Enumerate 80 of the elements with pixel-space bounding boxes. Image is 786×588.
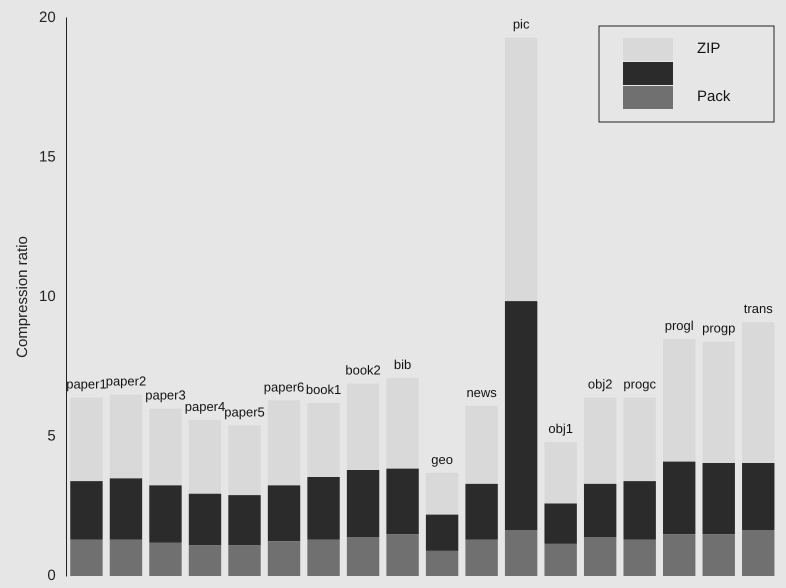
bar bbox=[504, 301, 538, 530]
bar bbox=[110, 540, 142, 576]
y-tick-label: 20 bbox=[38, 9, 56, 26]
bar bbox=[742, 322, 774, 464]
bar bbox=[465, 406, 498, 484]
x-tick-label: paper6 bbox=[264, 379, 304, 394]
bar bbox=[307, 403, 340, 477]
bar bbox=[465, 484, 498, 540]
bar bbox=[584, 397, 616, 484]
x-tick-label: book2 bbox=[345, 362, 381, 378]
x-tick-label: paper2 bbox=[106, 374, 146, 389]
bar bbox=[623, 397, 656, 482]
bar bbox=[110, 394, 142, 478]
bar bbox=[584, 484, 616, 537]
x-tick-label: trans bbox=[744, 301, 774, 316]
y-tick-label: 10 bbox=[38, 288, 56, 306]
bar bbox=[188, 494, 222, 546]
bar bbox=[149, 542, 182, 576]
x-tick-label: bib bbox=[394, 356, 412, 372]
x-tick-label: progp bbox=[702, 320, 736, 336]
bar bbox=[188, 420, 222, 494]
bar bbox=[544, 503, 577, 544]
x-tick-label: pic bbox=[512, 16, 530, 32]
bar bbox=[663, 534, 696, 576]
x-tick-label: paper4 bbox=[184, 398, 226, 414]
y-tick-label: 0 bbox=[47, 567, 56, 584]
bar bbox=[544, 442, 577, 504]
bar bbox=[307, 540, 340, 576]
bar bbox=[70, 397, 103, 482]
x-tick-label: geo bbox=[431, 452, 453, 467]
legend-label: ZIP bbox=[697, 40, 720, 58]
x-tick-label: paper5 bbox=[224, 404, 265, 420]
bar bbox=[663, 338, 696, 462]
x-tick-label: progl bbox=[664, 318, 694, 333]
bar bbox=[386, 468, 419, 534]
y-tick-label: 15 bbox=[38, 148, 56, 166]
bar bbox=[386, 378, 419, 469]
bar bbox=[268, 541, 300, 576]
bar bbox=[702, 463, 735, 534]
bar bbox=[228, 425, 261, 496]
x-tick-label: obj1 bbox=[548, 421, 573, 436]
bar bbox=[386, 534, 419, 576]
bar bbox=[268, 485, 300, 542]
bar bbox=[742, 463, 774, 530]
bar bbox=[702, 342, 735, 464]
bar bbox=[346, 536, 380, 576]
bar bbox=[663, 462, 696, 534]
legend-label: Pack bbox=[697, 88, 731, 106]
y-axis-title: Compression ratio bbox=[14, 236, 32, 358]
bar bbox=[623, 481, 656, 540]
bar bbox=[70, 540, 103, 576]
bar bbox=[584, 536, 616, 576]
x-tick-label: progc bbox=[623, 376, 656, 392]
bar bbox=[149, 485, 182, 543]
bar bbox=[544, 544, 577, 576]
bar bbox=[346, 383, 380, 470]
x-tick-label: obj2 bbox=[588, 376, 612, 392]
y-tick-label: 5 bbox=[47, 428, 56, 445]
bar bbox=[228, 495, 261, 546]
bar bbox=[426, 472, 458, 515]
x-tick-label: paper1 bbox=[66, 376, 107, 392]
bar bbox=[110, 478, 142, 540]
bar bbox=[426, 550, 458, 576]
bar bbox=[346, 470, 380, 537]
bar bbox=[268, 400, 300, 486]
x-tick-label: news bbox=[466, 384, 498, 400]
bar bbox=[426, 514, 458, 551]
x-tick-label: book1 bbox=[306, 382, 342, 398]
bar bbox=[504, 530, 538, 576]
bar bbox=[742, 530, 774, 576]
bar bbox=[465, 540, 498, 576]
bar bbox=[702, 534, 735, 576]
x-tick-label: paper3 bbox=[145, 388, 186, 403]
bar bbox=[70, 481, 103, 540]
bar bbox=[307, 476, 340, 540]
bar bbox=[504, 38, 538, 302]
bar bbox=[149, 408, 182, 486]
bar bbox=[228, 545, 261, 576]
bar bbox=[188, 545, 222, 576]
bar bbox=[623, 540, 656, 576]
